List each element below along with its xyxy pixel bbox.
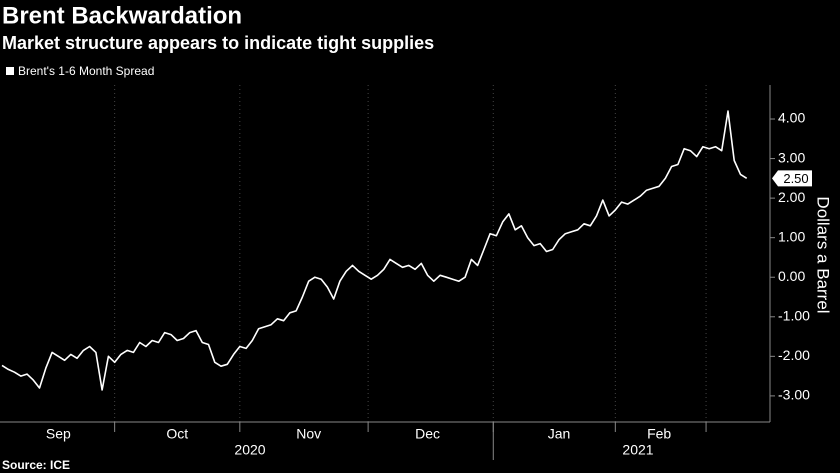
y-tick-label: 2.00: [778, 189, 805, 205]
legend-label: Brent's 1-6 Month Spread: [18, 64, 154, 78]
x-tick-label: Oct: [166, 426, 188, 442]
year-label: 2020: [234, 442, 265, 458]
y-tick-label: 0.00: [778, 268, 805, 284]
y-tick-label: -1.00: [778, 307, 810, 323]
x-tick-label: Nov: [296, 426, 321, 442]
x-tick-label: Sep: [46, 426, 71, 442]
chart-title: Brent Backwardation: [2, 2, 242, 29]
y-tick-label: -2.00: [778, 347, 810, 363]
x-tick-label: Feb: [647, 426, 671, 442]
y-tick-label: 4.00: [778, 110, 805, 126]
y-tick-label: 3.00: [778, 149, 805, 165]
source-note: Source: ICE: [2, 458, 70, 472]
x-tick-label: Dec: [415, 426, 440, 442]
line-series: [1, 110, 748, 391]
last-value-box: [772, 170, 812, 187]
y-tick-label: -3.00: [778, 387, 810, 403]
last-value-label: 2.50: [783, 171, 808, 186]
legend-swatch: [6, 67, 14, 75]
y-tick-label: 1.00: [778, 228, 805, 244]
year-label: 2021: [622, 442, 653, 458]
y-axis-label: Dollars a Barrel: [814, 196, 833, 313]
x-tick-label: Jan: [548, 426, 571, 442]
chart-subtitle: Market structure appears to indicate tig…: [2, 33, 434, 53]
